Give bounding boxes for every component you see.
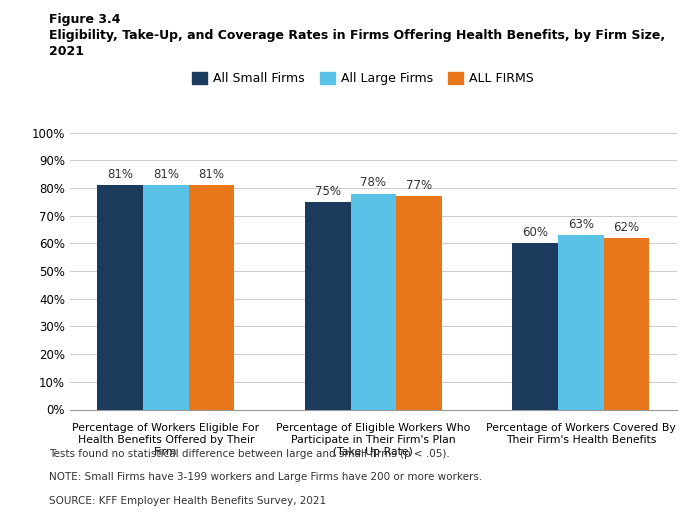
Text: 81%: 81% (198, 168, 225, 181)
Text: Tests found no statistical difference between large and small firms (p < .05).: Tests found no statistical difference be… (49, 449, 450, 459)
Bar (143, 185, 188, 410)
Text: SOURCE: KFF Employer Health Benefits Survey, 2021: SOURCE: KFF Employer Health Benefits Sur… (49, 496, 326, 506)
Text: 78%: 78% (360, 176, 387, 190)
Text: 60%: 60% (522, 226, 549, 239)
Text: Figure 3.4: Figure 3.4 (49, 13, 120, 26)
Bar (305, 202, 350, 410)
Text: 81%: 81% (153, 168, 179, 181)
Text: 63%: 63% (568, 218, 594, 231)
Text: Eligibility, Take-Up, and Coverage Rates in Firms Offering Health Benefits, by F: Eligibility, Take-Up, and Coverage Rates… (49, 29, 665, 42)
Bar (604, 238, 649, 410)
Bar (98, 185, 143, 410)
Bar (188, 185, 235, 410)
Text: 62%: 62% (614, 220, 639, 234)
Bar (558, 235, 604, 410)
Text: NOTE: Small Firms have 3-199 workers and Large Firms have 200 or more workers.: NOTE: Small Firms have 3-199 workers and… (49, 472, 482, 482)
Text: 2021: 2021 (49, 45, 84, 58)
Bar (512, 244, 558, 410)
Legend: All Small Firms, All Large Firms, ALL FIRMS: All Small Firms, All Large Firms, ALL FI… (192, 72, 534, 85)
Bar (396, 196, 442, 410)
Text: 75%: 75% (315, 185, 341, 198)
Bar (350, 194, 396, 410)
Text: 81%: 81% (107, 168, 133, 181)
Text: 77%: 77% (406, 179, 432, 192)
